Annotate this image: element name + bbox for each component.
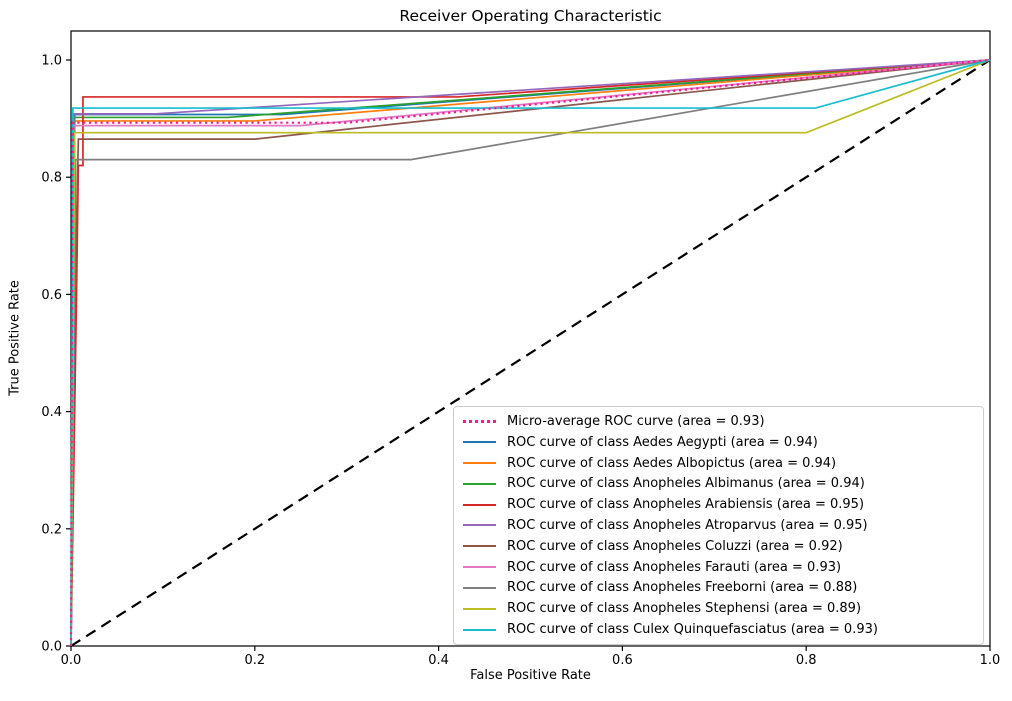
x-tick-label: 0.2 — [244, 653, 265, 668]
y-tick-label: 0.0 — [41, 640, 62, 655]
legend-item: ROC curve of class Anopheles Farauti (ar… — [463, 557, 975, 578]
x-tick-label: 0.4 — [428, 653, 449, 668]
legend-label: ROC curve of class Anopheles Coluzzi (ar… — [507, 538, 843, 554]
x-tick-label: 0.8 — [796, 653, 817, 668]
legend-label: ROC curve of class Culex Quinquefasciatu… — [507, 622, 878, 638]
legend-item: ROC curve of class Aedes Aegypti (area =… — [463, 432, 975, 453]
legend-label: ROC curve of class Anopheles Arabiensis … — [507, 497, 865, 513]
legend-line-swatch — [463, 462, 496, 465]
chance-diagonal — [70, 59, 991, 647]
legend-label: ROC curve of class Anopheles Albimanus (… — [507, 476, 865, 492]
legend-line-swatch — [463, 524, 496, 527]
x-tick-label: 1.0 — [980, 653, 1001, 668]
x-tick-label: 0.0 — [61, 653, 82, 668]
roc-curve-roc-curve-of-class-anopheles-arabiensis-area-0-95 — [70, 59, 991, 647]
legend-line-swatch — [463, 586, 496, 589]
legend-box: Micro-average ROC curve (area = 0.93) ROC… — [453, 406, 984, 645]
legend-label: ROC curve of class Aedes Aegypti (area =… — [507, 434, 818, 450]
roc-curve-micro-average-roc-curve-area-0-93 — [69, 58, 991, 647]
legend-line-swatch — [463, 441, 496, 444]
legend-item: ROC curve of class Anopheles Stephensi (… — [463, 598, 975, 619]
legend-item: ROC curve of class Anopheles Freeborni (… — [463, 578, 975, 599]
legend-label: ROC curve of class Aedes Albopictus (are… — [507, 455, 837, 471]
y-tick-label: 0.4 — [41, 405, 62, 420]
x-tick-label: 0.6 — [612, 653, 633, 668]
y-tick-label: 0.8 — [41, 171, 62, 186]
legend-item: ROC curve of class Anopheles Albimanus (… — [463, 473, 975, 494]
legend-item: ROC curve of class Culex Quinquefasciatu… — [463, 619, 975, 640]
chart-title: Receiver Operating Characteristic — [399, 7, 662, 25]
legend-line-swatch — [463, 419, 496, 423]
legend-label: ROC curve of class Anopheles Atroparvus … — [507, 517, 868, 533]
legend-label: ROC curve of class Anopheles Freeborni (… — [507, 580, 858, 596]
legend-item: ROC curve of class Anopheles Arabiensis … — [463, 494, 975, 515]
legend-item: ROC curve of class Anopheles Coluzzi (ar… — [463, 536, 975, 557]
legend-line-swatch — [463, 545, 496, 548]
legend-item: ROC curve of class Anopheles Atroparvus … — [463, 515, 975, 536]
legend-line-swatch — [463, 628, 496, 631]
legend-label: ROC curve of class Anopheles Stephensi (… — [507, 601, 862, 617]
y-tick-label: 0.6 — [41, 288, 62, 303]
legend-line-swatch — [463, 607, 496, 610]
y-tick-label: 0.2 — [41, 522, 62, 537]
y-tick-label: 1.0 — [41, 54, 62, 69]
x-axis-label: False Positive Rate — [470, 668, 591, 683]
legend-label: ROC curve of class Anopheles Farauti (ar… — [507, 559, 842, 575]
legend-item: Micro-average ROC curve (area = 0.93) — [463, 411, 975, 432]
legend-line-swatch — [463, 566, 496, 569]
legend-line-swatch — [463, 482, 496, 485]
legend-item: ROC curve of class Aedes Albopictus (are… — [463, 453, 975, 474]
legend-label: Micro-average ROC curve (area = 0.93) — [507, 413, 765, 429]
legend-line-swatch — [463, 503, 496, 506]
